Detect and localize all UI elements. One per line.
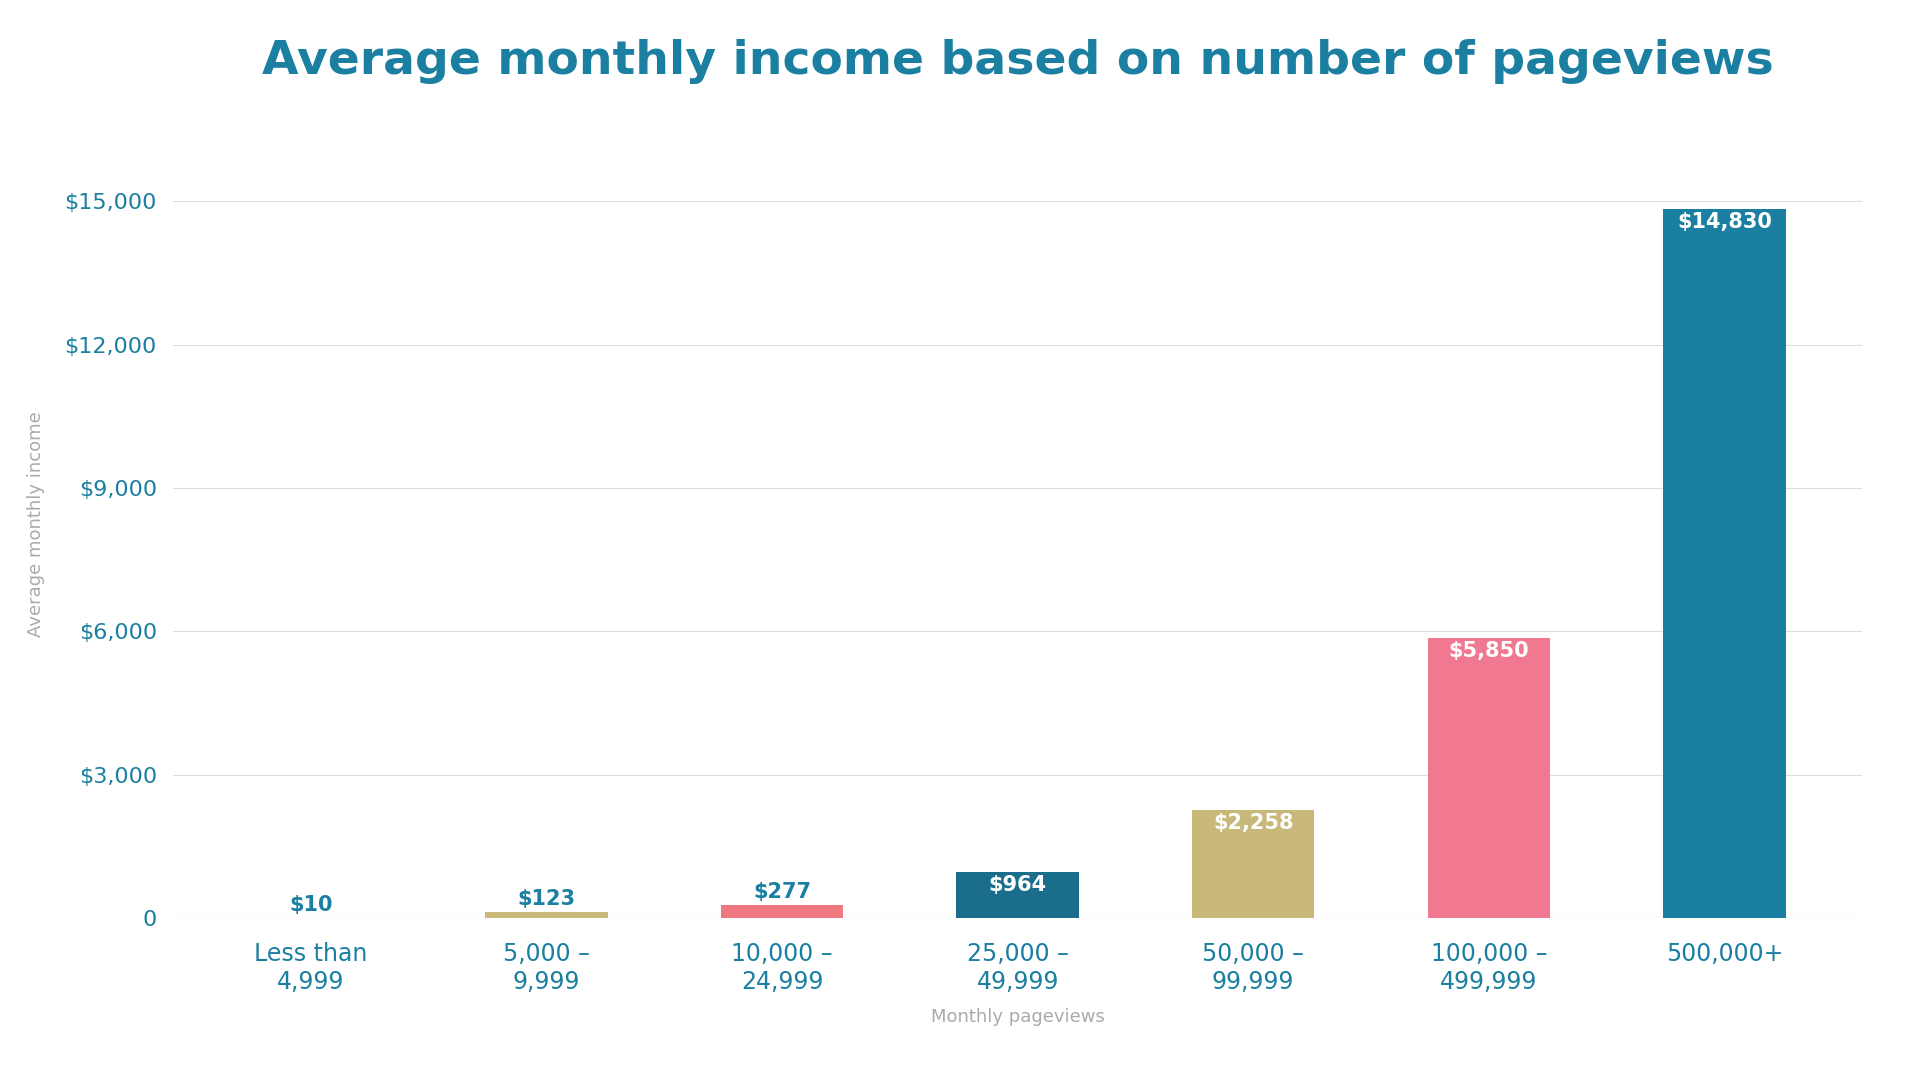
Text: $123: $123 bbox=[516, 889, 576, 909]
Text: $277: $277 bbox=[753, 882, 810, 902]
Title: Average monthly income based on number of pageviews: Average monthly income based on number o… bbox=[261, 39, 1774, 84]
X-axis label: Monthly pageviews: Monthly pageviews bbox=[931, 1008, 1104, 1026]
Text: $5,850: $5,850 bbox=[1448, 642, 1528, 661]
Bar bbox=[956, 872, 1079, 918]
Y-axis label: Average monthly income: Average monthly income bbox=[27, 410, 44, 637]
Text: $2,258: $2,258 bbox=[1213, 813, 1294, 833]
Bar bbox=[1192, 810, 1315, 918]
Bar bbox=[720, 905, 843, 918]
Text: $14,830: $14,830 bbox=[1676, 213, 1772, 232]
Bar bbox=[1663, 210, 1786, 918]
Text: $10: $10 bbox=[290, 894, 332, 915]
Text: $964: $964 bbox=[989, 875, 1046, 895]
Bar bbox=[486, 913, 609, 918]
Bar bbox=[1427, 638, 1549, 918]
